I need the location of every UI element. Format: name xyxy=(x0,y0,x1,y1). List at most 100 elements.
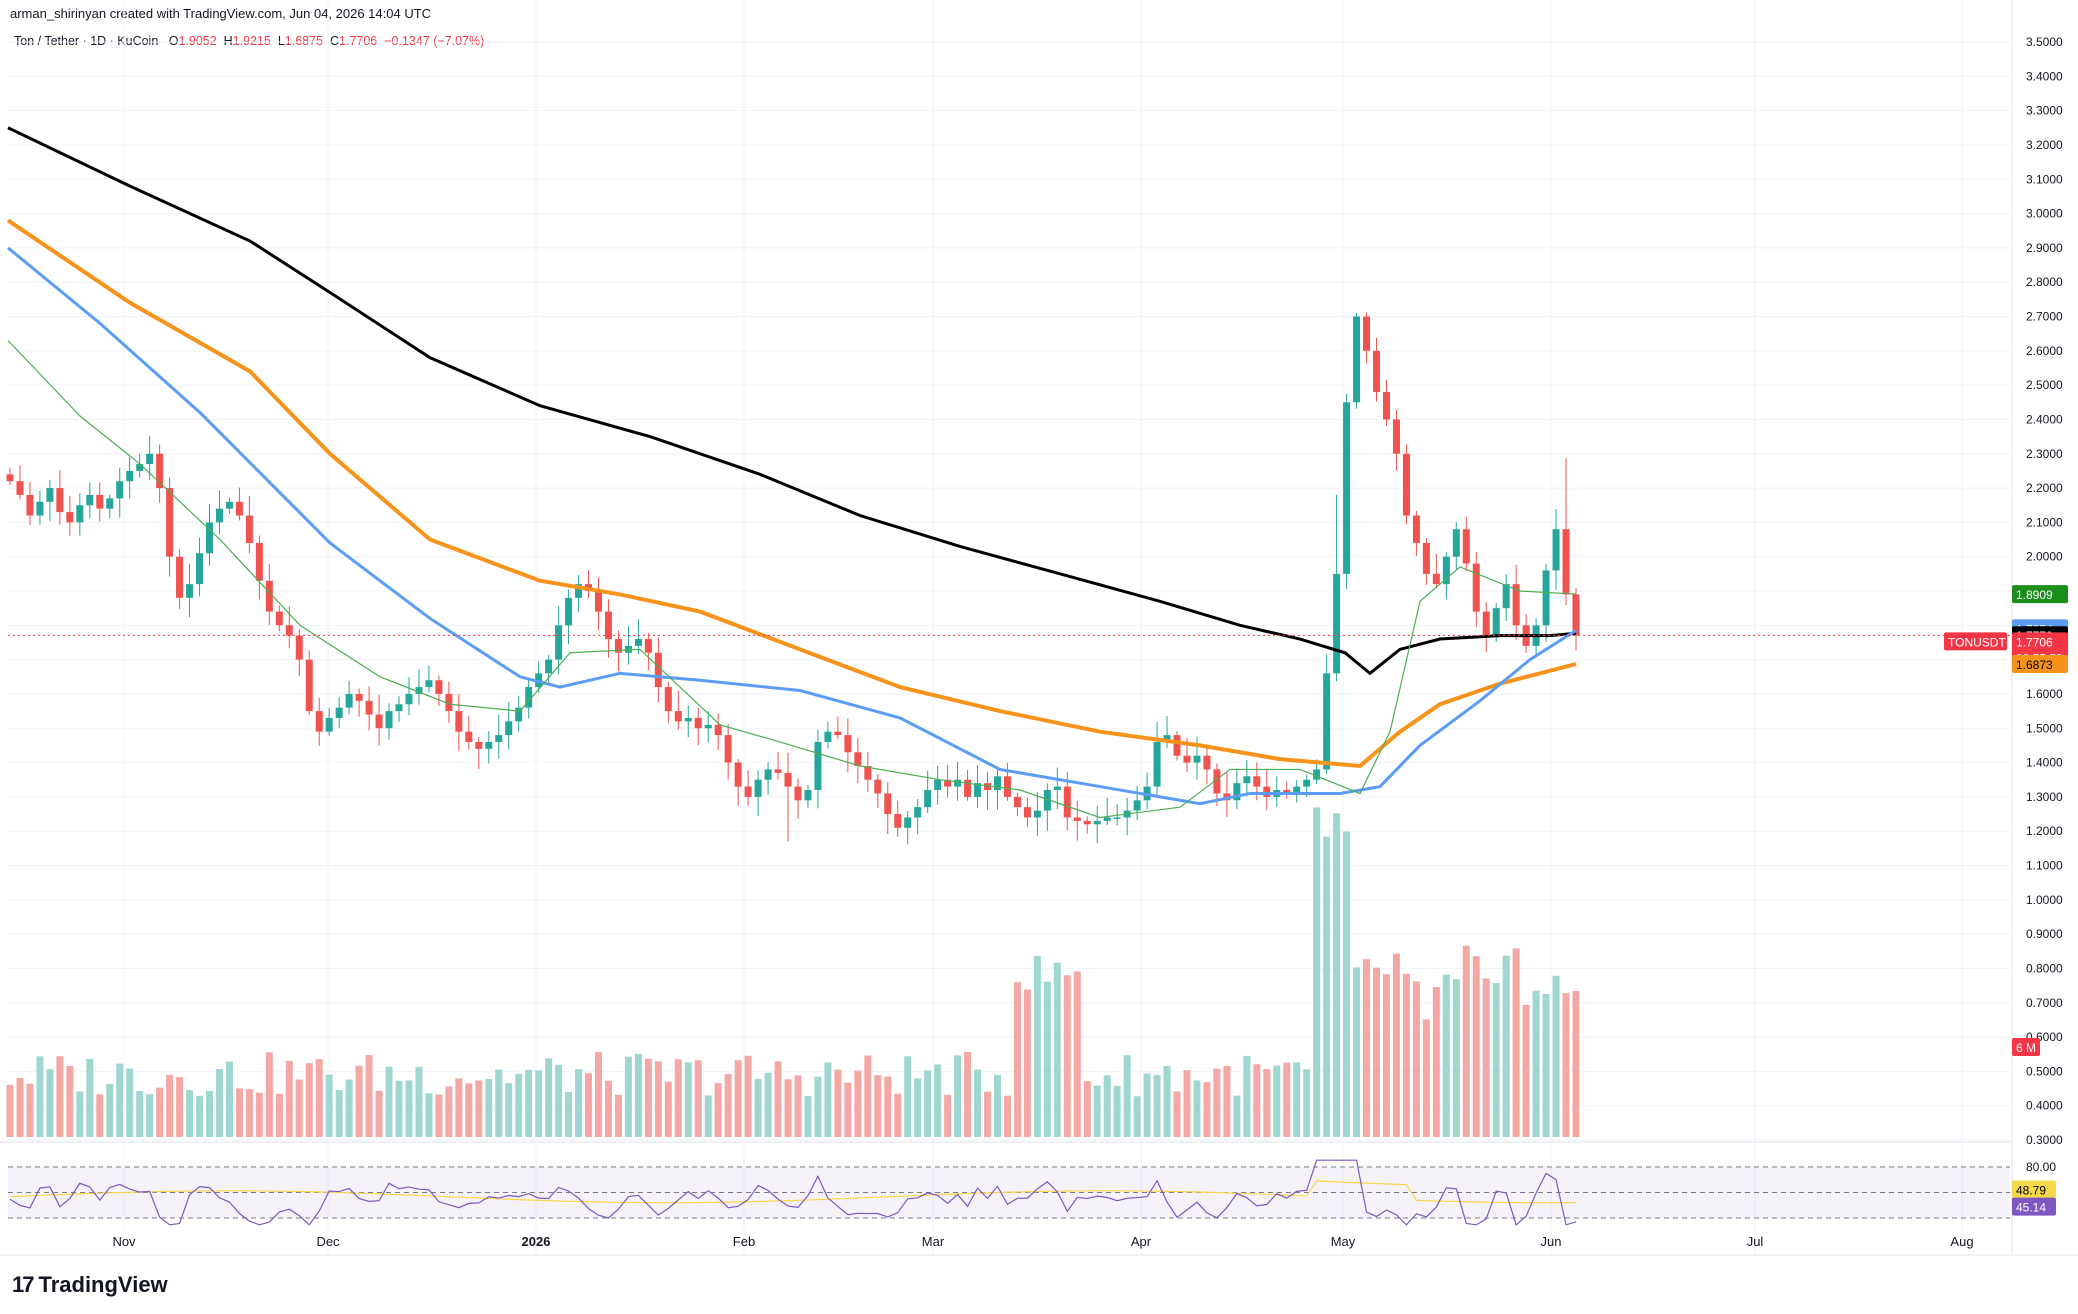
tradingview-logo[interactable]: 17 TradingView xyxy=(12,1272,168,1298)
volume-bar xyxy=(1283,1062,1291,1137)
volume-bar xyxy=(984,1091,992,1137)
volume-bar xyxy=(46,1069,54,1137)
candle-body xyxy=(1093,820,1101,825)
candle-body xyxy=(884,793,892,815)
attribution-text: arman_shirinyan created with TradingView… xyxy=(10,6,432,21)
volume-tag: 6 M xyxy=(2012,1038,2040,1056)
price-tick-label: 1.6000 xyxy=(2026,687,2063,701)
candle-body xyxy=(365,700,373,715)
volume-bar xyxy=(455,1078,463,1137)
volume-bar xyxy=(874,1075,882,1137)
volume-bar xyxy=(1323,836,1331,1137)
volume-bar xyxy=(654,1061,662,1137)
candle-body xyxy=(76,505,84,523)
symbol-name[interactable]: Ton / Tether · 1D · KuCoin xyxy=(14,34,159,48)
price-tick-label: 1.1000 xyxy=(2026,859,2063,873)
volume-bar xyxy=(525,1069,533,1137)
volume-bar xyxy=(774,1061,782,1137)
price-tick-label: 0.3000 xyxy=(2026,1133,2063,1147)
candle-body xyxy=(225,501,233,509)
time-axis[interactable]: Nov Dec 2026 Feb Mar Apr May Jun Jul Aug xyxy=(112,1234,1973,1249)
volume-bar xyxy=(664,1081,672,1137)
volume-bar xyxy=(1432,987,1440,1137)
volume-bar xyxy=(1402,973,1410,1137)
price-tick-label: 2.4000 xyxy=(2026,412,2063,426)
volume-tag-value: 6 M xyxy=(2016,1041,2036,1055)
candle-body xyxy=(824,731,832,742)
candle-body xyxy=(575,584,583,598)
volume-bar xyxy=(944,1094,952,1137)
candle-body xyxy=(814,741,822,791)
volume-bar xyxy=(335,1090,343,1137)
volume-bar xyxy=(1043,981,1051,1137)
candle-body xyxy=(56,488,64,513)
volume-bar xyxy=(1193,1080,1201,1137)
price-tick-label: 0.5000 xyxy=(2026,1064,2063,1078)
volume-bar xyxy=(1343,831,1351,1137)
volume-bar xyxy=(993,1075,1001,1137)
candle-body xyxy=(1163,735,1171,742)
volume-bar xyxy=(614,1094,622,1137)
price-tick-label: 2.5000 xyxy=(2026,378,2063,392)
candle-body xyxy=(1003,776,1011,797)
volume-bar xyxy=(315,1059,323,1137)
candle-body xyxy=(515,707,523,722)
candle-body xyxy=(106,498,114,509)
volume-bar xyxy=(575,1069,583,1137)
sma-200-line xyxy=(7,126,1577,676)
candle-body xyxy=(1572,594,1580,636)
time-tick-label: Dec xyxy=(316,1234,340,1249)
low-label: L xyxy=(277,34,285,48)
volume-bar xyxy=(714,1083,722,1137)
volume-bar xyxy=(1243,1055,1251,1137)
candle-body xyxy=(744,786,752,797)
volume-bar xyxy=(1133,1096,1141,1137)
volume-bar xyxy=(1263,1069,1271,1137)
high-label: H xyxy=(223,34,233,48)
candle-body xyxy=(1472,563,1480,612)
volume-bar xyxy=(1183,1070,1191,1137)
volume-bar xyxy=(235,1088,243,1137)
price-tick-label: 1.5000 xyxy=(2026,721,2063,735)
price-tick-label: 1.4000 xyxy=(2026,756,2063,770)
candle-body xyxy=(1482,611,1490,636)
candle-body xyxy=(555,625,563,660)
candle-body xyxy=(1373,350,1381,392)
volume-bar xyxy=(1522,1004,1530,1137)
candle-body xyxy=(86,494,94,506)
symbol-tag: TONUSDT xyxy=(1948,635,2006,649)
time-tick-label: Jul xyxy=(1747,1234,1764,1249)
volume-bar xyxy=(345,1079,353,1137)
volume-bar xyxy=(1293,1062,1301,1137)
price-tick-label: 2.2000 xyxy=(2026,481,2063,495)
grid-lines xyxy=(8,0,2010,1255)
volume-bar xyxy=(824,1062,832,1137)
volume-bar xyxy=(1163,1066,1171,1137)
candle-body xyxy=(405,693,413,705)
volume-bar xyxy=(1003,1095,1011,1137)
candle-body xyxy=(974,783,982,797)
volume-bar xyxy=(964,1052,972,1137)
symbol-tag-bg xyxy=(1944,632,2007,651)
candle-body xyxy=(505,721,513,736)
time-tick-label: Mar xyxy=(922,1234,945,1249)
rsi-tag-value: 45.14 xyxy=(2016,1201,2046,1215)
candle-body xyxy=(1173,735,1181,756)
volume-bar xyxy=(176,1077,184,1137)
candle-body xyxy=(954,779,962,787)
rsi-tag: 45.14 xyxy=(2012,1197,2056,1216)
candle-body xyxy=(146,453,154,465)
candle-body xyxy=(16,481,24,495)
time-tick-label: May xyxy=(1331,1234,1356,1249)
volume-bar xyxy=(1123,1055,1131,1137)
rsi-pane[interactable]: 80.00 xyxy=(0,1141,2056,1226)
candle-body xyxy=(864,765,872,780)
volume-bar xyxy=(355,1065,363,1137)
price-tick-label: 0.9000 xyxy=(2026,927,2063,941)
volume-bar xyxy=(585,1073,593,1137)
candle-body xyxy=(176,556,184,598)
volume-bar xyxy=(445,1086,453,1137)
candle-body xyxy=(604,611,612,640)
candle-body xyxy=(1412,515,1420,543)
